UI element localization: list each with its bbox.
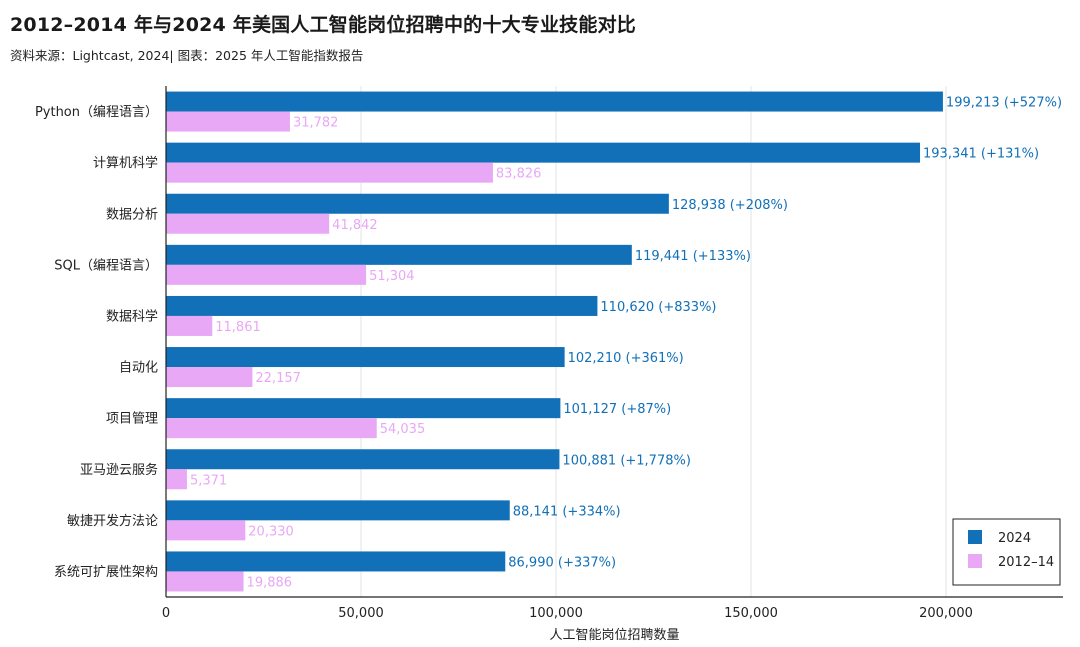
bar-2024 bbox=[166, 347, 565, 368]
x-tick-label: 0 bbox=[162, 606, 170, 621]
category-label: 系统可扩展性架构 bbox=[54, 565, 158, 580]
data-label: 51,304 bbox=[369, 269, 415, 284]
data-label: 128,938 (+208%) bbox=[672, 198, 788, 213]
bar-2012-14 bbox=[166, 367, 253, 388]
data-label: 119,441 (+133%) bbox=[635, 249, 751, 264]
bar-2024 bbox=[166, 295, 598, 316]
chart-title: 2012–2014 年与2024 年美国人工智能岗位招聘中的十大专业技能对比 bbox=[10, 14, 636, 36]
x-tick-label: 200,000 bbox=[919, 606, 973, 621]
data-label: 41,842 bbox=[332, 218, 378, 233]
legend-swatch-2024 bbox=[968, 530, 982, 544]
x-ticks: 0 50,000 100,000 150,000 200,000 bbox=[162, 606, 973, 621]
category-label: 自动化 bbox=[119, 361, 158, 376]
data-label: 5,371 bbox=[190, 473, 227, 488]
bar-2024 bbox=[166, 193, 669, 214]
axes-group bbox=[165, 86, 1063, 598]
bar-2024 bbox=[166, 500, 510, 521]
data-label: 88,141 (+334%) bbox=[513, 504, 621, 519]
bar-2024 bbox=[166, 244, 632, 265]
bar-2024 bbox=[166, 91, 943, 112]
category-label: Python（编程语言） bbox=[35, 105, 158, 120]
legend-label-2012-14: 2012–14 bbox=[998, 555, 1054, 570]
data-label: 19,886 bbox=[247, 575, 293, 590]
bar-2024 bbox=[166, 142, 921, 163]
category-label: 敏捷开发方法论 bbox=[67, 513, 158, 529]
data-label: 20,330 bbox=[248, 524, 293, 539]
x-tick-label: 50,000 bbox=[338, 606, 384, 621]
bar-2012-14 bbox=[166, 469, 187, 490]
legend-swatch-2012-14 bbox=[968, 554, 982, 568]
data-label: 54,035 bbox=[380, 422, 426, 437]
chart-subtitle: 资料来源：Lightcast, 2024| 图表：2025 年人工智能指数报告 bbox=[10, 48, 364, 63]
category-label: 数据科学 bbox=[106, 308, 158, 324]
bar-2024 bbox=[166, 398, 561, 419]
data-label: 110,620 (+833%) bbox=[600, 300, 716, 315]
category-label: 亚马逊云服务 bbox=[80, 462, 158, 478]
bar-2012-14 bbox=[166, 418, 377, 439]
data-label: 31,782 bbox=[293, 116, 339, 131]
bar-2012-14 bbox=[166, 571, 244, 592]
bar-2012-14 bbox=[166, 162, 493, 183]
category-label: 数据分析 bbox=[106, 207, 158, 222]
data-label: 193,341 (+131%) bbox=[923, 147, 1039, 162]
data-label: 83,826 bbox=[496, 167, 542, 182]
x-axis-title: 人工智能岗位招聘数量 bbox=[549, 628, 679, 643]
legend-label-2024: 2024 bbox=[998, 531, 1031, 546]
data-label: 11,861 bbox=[215, 320, 261, 335]
data-label: 102,210 (+361%) bbox=[568, 351, 684, 366]
data-label: 100,881 (+1,778%) bbox=[562, 453, 691, 468]
bar-2012-14 bbox=[166, 264, 367, 285]
bars-group: 199,213 (+527%) 31,782 193,341 (+131%) 83,8… bbox=[166, 91, 1062, 592]
x-tick-label: 100,000 bbox=[529, 606, 583, 621]
x-tick-label: 150,000 bbox=[724, 606, 778, 621]
legend-box bbox=[952, 518, 1061, 586]
bar-2012-14 bbox=[166, 315, 213, 336]
bar-2024 bbox=[166, 551, 506, 572]
data-label: 101,127 (+87%) bbox=[563, 402, 671, 417]
category-label: SQL（编程语言） bbox=[54, 258, 158, 273]
bar-2012-14 bbox=[166, 520, 246, 541]
category-label: 项目管理 bbox=[106, 412, 158, 427]
bar-2024 bbox=[166, 449, 560, 470]
legend: 2024 2012–14 bbox=[952, 518, 1061, 586]
data-label: 86,990 (+337%) bbox=[508, 555, 616, 570]
data-label: 199,213 (+527%) bbox=[946, 96, 1062, 111]
bar-2012-14 bbox=[166, 111, 290, 132]
data-label: 22,157 bbox=[255, 371, 301, 386]
bar-2012-14 bbox=[166, 213, 330, 234]
category-label: 计算机科学 bbox=[93, 155, 158, 171]
